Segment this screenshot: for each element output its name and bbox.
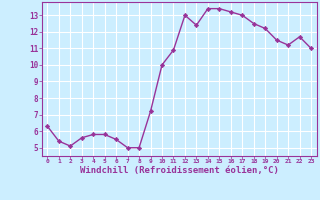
- X-axis label: Windchill (Refroidissement éolien,°C): Windchill (Refroidissement éolien,°C): [80, 166, 279, 175]
